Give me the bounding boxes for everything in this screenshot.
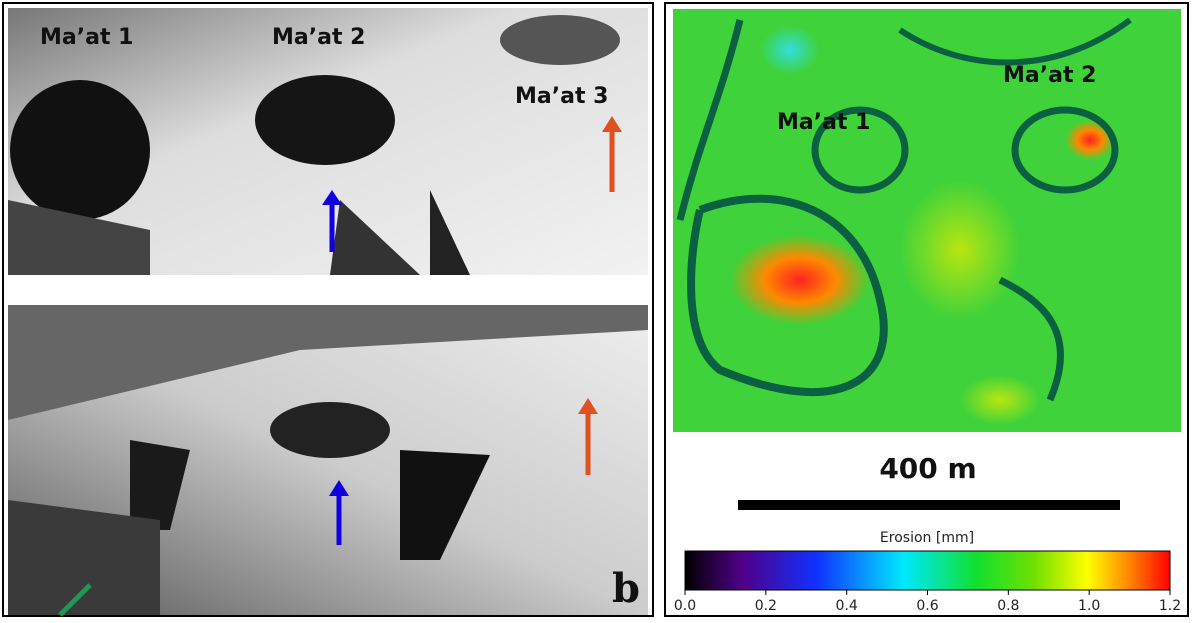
- tick-label: 0.8: [997, 598, 1019, 614]
- label: Ma’at 1: [777, 110, 870, 135]
- label: Ma’at 2: [1003, 63, 1096, 88]
- colorbar-title: Erosion [mm]: [880, 530, 974, 546]
- tick-label: 0.0: [674, 598, 696, 614]
- label: Ma’at 2: [272, 25, 365, 50]
- colorbar: [684, 550, 1171, 591]
- top-image: [8, 8, 648, 275]
- scale-bar: [738, 500, 1120, 510]
- erosion-map: [673, 9, 1181, 432]
- label: Ma’at 1: [40, 25, 133, 50]
- panel-letter: b: [612, 565, 640, 612]
- tick-label: 1.2: [1159, 598, 1181, 614]
- scale-label: 400 m: [879, 452, 976, 485]
- tick-label: 0.6: [916, 598, 938, 614]
- bottom-image: [8, 305, 648, 617]
- label: Ma’at 3: [515, 84, 608, 109]
- tick-label: 0.4: [836, 598, 858, 614]
- tick-label: 0.2: [755, 598, 777, 614]
- tick-label: 1.0: [1078, 598, 1100, 614]
